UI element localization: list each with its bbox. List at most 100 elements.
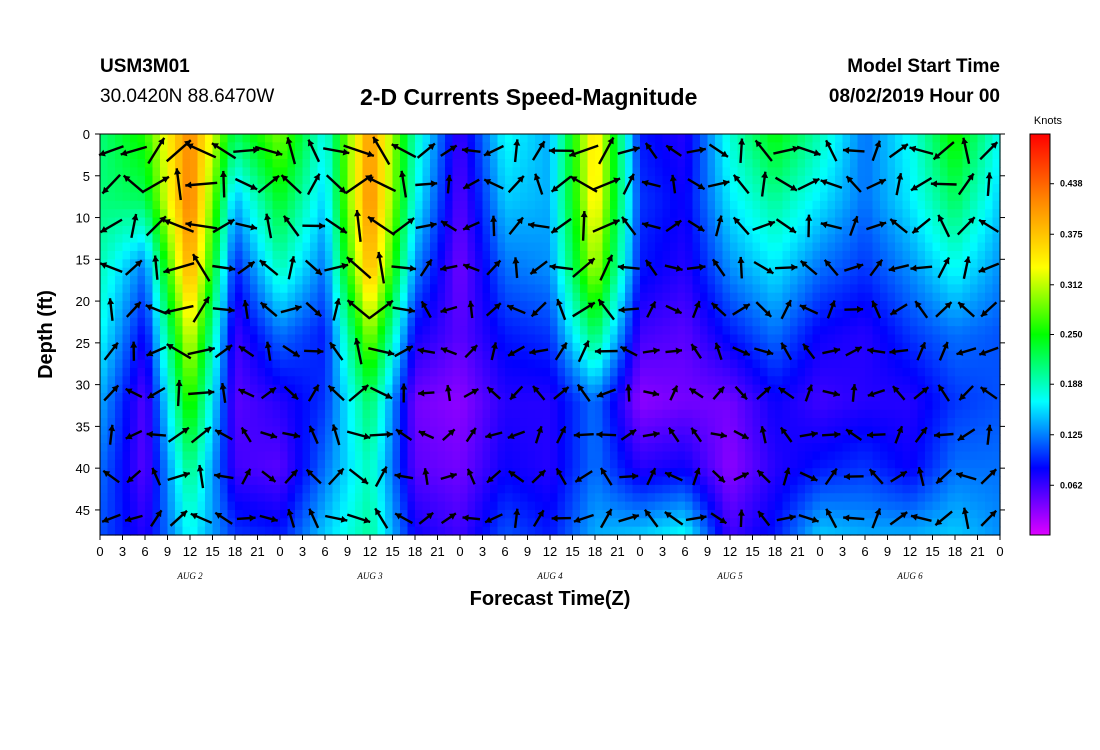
heatmap-cell: [692, 200, 701, 210]
heatmap-cell: [700, 259, 709, 269]
heatmap-cell: [707, 326, 716, 336]
heatmap-cell: [707, 276, 716, 285]
heatmap-cell: [505, 184, 514, 194]
heatmap-cell: [670, 167, 679, 177]
heatmap-cell: [595, 200, 604, 210]
heatmap-cell: [332, 384, 341, 394]
heatmap-cell: [767, 409, 776, 419]
heatmap-cell: [722, 501, 731, 511]
heatmap-cell: [527, 242, 536, 252]
heatmap-cell: [325, 209, 334, 219]
heatmap-cell: [850, 443, 859, 453]
heatmap-cell: [835, 276, 844, 285]
heatmap-cell: [752, 334, 761, 344]
heatmap-cell: [857, 292, 866, 302]
heatmap-cell: [745, 200, 754, 210]
heatmap-cell: [205, 526, 214, 536]
heatmap-cell: [730, 150, 739, 160]
heatmap-cell: [775, 484, 784, 494]
heatmap-cell: [227, 526, 236, 536]
heatmap-cell: [205, 234, 214, 244]
heatmap-cell: [137, 292, 146, 302]
heatmap-cell: [190, 426, 199, 436]
heatmap-cell: [460, 409, 469, 419]
heatmap-cell: [122, 509, 131, 519]
heatmap-cell: [790, 217, 799, 227]
heatmap-cell: [235, 309, 244, 319]
heatmap-cell: [505, 284, 514, 294]
heatmap-cell: [505, 426, 514, 436]
heatmap-cell: [692, 476, 701, 486]
heatmap-cell: [130, 242, 139, 252]
heatmap-cell: [842, 242, 851, 252]
heatmap-cell: [767, 250, 776, 260]
heatmap-cell: [182, 493, 191, 503]
heatmap-cell: [490, 326, 499, 336]
heatmap-cell: [497, 526, 506, 536]
heatmap-cell: [542, 459, 551, 469]
heatmap-cell: [265, 384, 274, 394]
heatmap-cell: [827, 292, 836, 302]
heatmap-cell: [872, 167, 881, 177]
heatmap-cell: [272, 376, 281, 386]
heatmap-cell: [715, 200, 724, 210]
heatmap-cell: [850, 509, 859, 519]
heatmap-cell: [490, 359, 499, 369]
heatmap-cell: [700, 150, 709, 160]
heatmap-cell: [182, 184, 191, 194]
heatmap-cell: [370, 526, 379, 536]
heatmap-cell: [212, 159, 221, 169]
heatmap-cell: [460, 451, 469, 461]
heatmap-cell: [272, 526, 281, 536]
heatmap-cell: [340, 518, 349, 528]
heatmap-cell: [707, 217, 716, 227]
heatmap-cell: [730, 509, 739, 519]
heatmap-cell: [662, 459, 671, 469]
heatmap-cell: [212, 267, 221, 277]
heatmap-cell: [647, 217, 656, 227]
heatmap-cell: [685, 459, 694, 469]
heatmap-cell: [527, 159, 536, 169]
heatmap-cell: [850, 468, 859, 478]
heatmap-cell: [752, 359, 761, 369]
heatmap-cell: [422, 434, 431, 444]
heatmap-cell: [310, 142, 319, 152]
heatmap-cell: [325, 234, 334, 244]
heatmap-cell: [197, 276, 206, 285]
heatmap-cell: [730, 250, 739, 260]
heatmap-cell: [587, 134, 596, 143]
heatmap-cell: [565, 484, 574, 494]
heatmap-cell: [550, 159, 559, 169]
heatmap-cell: [782, 401, 791, 411]
heatmap-cell: [670, 501, 679, 511]
heatmap-cell: [692, 376, 701, 386]
heatmap-cell: [835, 359, 844, 369]
heatmap-cell: [122, 217, 131, 227]
heatmap-cell: [407, 476, 416, 486]
heatmap-cell: [362, 150, 371, 160]
heatmap-cell: [392, 292, 401, 302]
heatmap-cell: [617, 209, 626, 219]
heatmap-cell: [572, 192, 581, 202]
heatmap-cell: [452, 167, 461, 177]
heatmap-cell: [655, 434, 664, 444]
heatmap-cell: [745, 167, 754, 177]
heatmap-cell: [662, 484, 671, 494]
heatmap-cell: [527, 518, 536, 528]
heatmap-cell: [475, 342, 484, 352]
heatmap-cell: [197, 334, 206, 344]
heatmap-cell: [205, 509, 214, 519]
heatmap-cell: [647, 451, 656, 461]
heatmap-cell: [115, 459, 124, 469]
heatmap-cell: [355, 317, 364, 327]
heatmap-cell: [317, 426, 326, 436]
heatmap-cell: [437, 301, 446, 311]
heatmap-cell: [715, 409, 724, 419]
heatmap-cell: [377, 351, 386, 361]
heatmap-cell: [535, 150, 544, 160]
heatmap-cell: [640, 292, 649, 302]
heatmap-cell: [767, 359, 776, 369]
heatmap-cell: [340, 526, 349, 536]
heatmap-cell: [835, 209, 844, 219]
heatmap-cell: [287, 317, 296, 327]
